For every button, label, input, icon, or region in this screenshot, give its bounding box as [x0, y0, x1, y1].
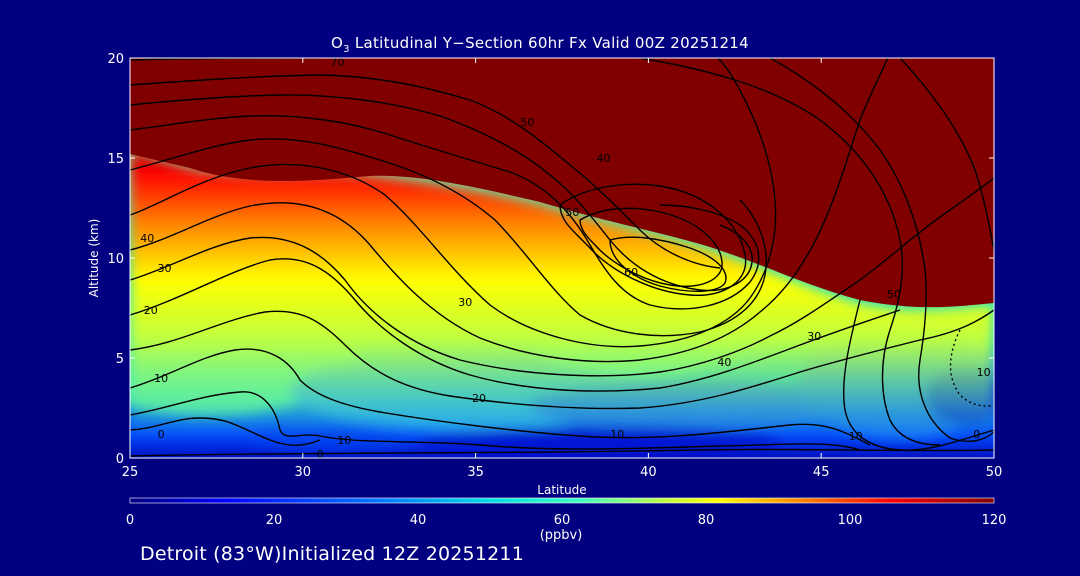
y-axis: 0 5 10 15 20 — [107, 52, 994, 467]
y-tick-label: 15 — [107, 152, 124, 167]
y-tick-label: 10 — [107, 252, 124, 267]
contour-labels: 0 0 10 10 10 10 10 0 20 20 30 30 30 40 40 40 50 50 50 60 70 — [140, 56, 990, 461]
contour-label: 40 — [596, 152, 610, 165]
title-text: Latitudinal Y−Section 60hr Fx Valid 00Z … — [349, 34, 749, 52]
x-tick-label: 45 — [813, 465, 830, 480]
colorbar-tick-label: 60 — [554, 513, 571, 528]
contour-label: 20 — [144, 304, 158, 317]
colorbar-ramp — [129, 497, 995, 504]
contour-label: 20 — [472, 392, 486, 405]
x-tick-label: 30 — [295, 465, 312, 480]
x-tick-label: 40 — [640, 465, 657, 480]
colorbar-tick-label: 120 — [982, 513, 1007, 528]
contour-lines — [130, 58, 994, 457]
contour-label: 30 — [458, 296, 472, 309]
x-tick-label: 25 — [122, 465, 139, 480]
colorbar-tick-label: 20 — [266, 513, 283, 528]
contour-label: 10 — [337, 434, 351, 447]
contour-label: 70 — [330, 56, 344, 69]
contour-label: 30 — [807, 330, 821, 343]
contour-label: 50 — [520, 116, 534, 129]
x-axis: 25 30 35 40 45 50 — [122, 58, 1003, 480]
title-species-subscript: 3 — [343, 44, 350, 55]
contour-label: 30 — [158, 262, 172, 275]
contour-label: 60 — [624, 266, 638, 279]
y-tick-label: 5 — [116, 352, 124, 367]
color-field — [130, 58, 994, 458]
x-tick-label: 50 — [986, 465, 1003, 480]
title-species: O — [331, 34, 344, 52]
contour-label: 50 — [887, 288, 901, 301]
colorbar-tick-label: 100 — [838, 513, 863, 528]
contour-label: 40 — [140, 232, 154, 245]
contour-label: 10 — [154, 372, 168, 385]
colorbar-tick-label: 0 — [126, 513, 134, 528]
x-tick-label: 35 — [467, 465, 484, 480]
contour-label: 0 — [317, 448, 324, 461]
chart-title: O3 Latitudinal Y−Section 60hr Fx Valid 0… — [0, 34, 1080, 55]
contour-label: 0 — [158, 428, 165, 441]
x-axis-label: Latitude — [537, 483, 586, 497]
contour-label: 50 — [565, 206, 579, 219]
contour-label: 0 — [973, 428, 980, 441]
colorbar: 0 20 40 60 80 100 120 — [126, 497, 1007, 528]
y-axis-label: Altitude (km) — [87, 219, 101, 298]
colorbar-tick-label: 80 — [698, 513, 715, 528]
contour-label: 10 — [977, 366, 991, 379]
y-tick-label: 20 — [107, 52, 124, 67]
contour-label: 40 — [717, 356, 731, 369]
contour-label: 10 — [610, 428, 624, 441]
footer-location-init: Detroit (83°W)Initialized 12Z 20251211 — [140, 543, 525, 565]
colorbar-unit: (ppbv) — [539, 528, 583, 543]
contour-label: 10 — [849, 430, 863, 443]
colorbar-tick-label: 40 — [410, 513, 427, 528]
y-tick-label: 0 — [116, 452, 124, 467]
